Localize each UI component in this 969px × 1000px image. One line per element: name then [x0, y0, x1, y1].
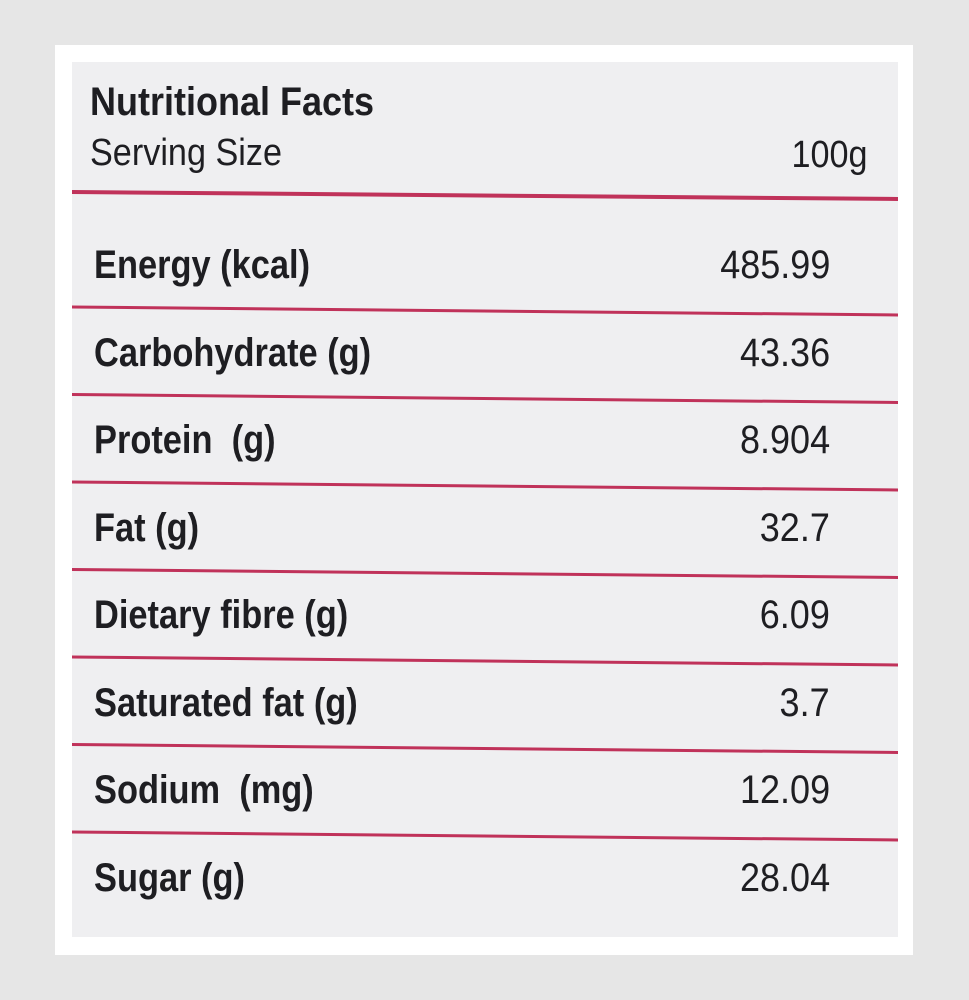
row-rule [72, 568, 898, 579]
row-label: Protein (g) [94, 418, 276, 462]
row-value: 32.7 [759, 505, 830, 550]
row-value: 28.04 [739, 855, 830, 900]
row-rule [72, 480, 898, 492]
row-label: Sugar (g) [94, 855, 245, 900]
row-label: Saturated fat (g) [94, 680, 358, 725]
row-value: 485.99 [719, 243, 830, 287]
row-rule [72, 393, 898, 404]
header-rule [72, 190, 898, 201]
rules [72, 190, 898, 842]
row-rule [72, 830, 898, 842]
row-rule [72, 743, 898, 754]
row-value: 8.904 [739, 418, 830, 462]
row-value: 43.36 [739, 330, 830, 375]
row-value: 6.09 [759, 593, 830, 637]
serving-value: 100g [791, 134, 868, 176]
row-label: Carbohydrate (g) [94, 330, 372, 375]
row-value: 12.09 [739, 768, 830, 812]
row-label: Energy (kcal) [94, 243, 311, 287]
title: Nutritional Facts [90, 80, 375, 124]
row-value: 3.7 [779, 680, 830, 725]
row-rule [72, 655, 898, 667]
serving-label: Serving Size [90, 132, 282, 174]
row-label: Dietary fibre (g) [94, 593, 349, 637]
row-rule [72, 305, 898, 317]
nutrition-label: Nutritional Facts Serving Size 100g Ener… [72, 62, 898, 937]
row-label: Sodium (mg) [94, 768, 314, 812]
row-label: Fat (g) [94, 505, 200, 550]
